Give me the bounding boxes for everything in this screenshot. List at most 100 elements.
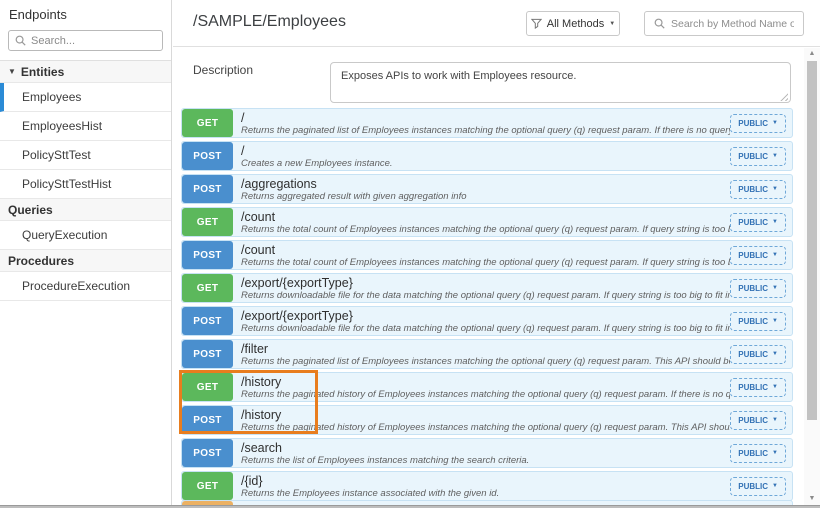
access-level-label: PUBLIC — [738, 250, 769, 260]
endpoint-list: GET / Returns the paginated list of Empl… — [181, 108, 793, 501]
scroll-down-arrow[interactable]: ▼ — [808, 495, 816, 502]
sidebar: Endpoints ▼ Entities Employees Employees… — [0, 0, 172, 505]
endpoint-text: /export/{exportType} Returns downloadabl… — [241, 307, 730, 335]
main-header: /SAMPLE/Employees All Methods ▼ — [173, 0, 820, 47]
endpoint-text: /history Returns the paginated history o… — [241, 406, 730, 434]
endpoint-path: /export/{exportType} — [241, 309, 353, 323]
chevron-down-icon: ▼ — [772, 120, 778, 126]
access-level-dropdown[interactable]: PUBLIC ▼ — [730, 311, 786, 331]
http-method-badge: POST — [182, 307, 233, 335]
endpoint-description: Returns downloadable file for the data m… — [241, 290, 731, 301]
vertical-scrollbar[interactable]: ▲ ▼ — [804, 48, 820, 505]
access-level-dropdown[interactable]: PUBLIC ▼ — [730, 179, 786, 199]
description-textarea[interactable]: Exposes APIs to work with Employees reso… — [330, 62, 791, 103]
sidebar-nav-row[interactable]: Queries — [0, 199, 171, 221]
endpoint-text: /export/{exportType} Returns downloadabl… — [241, 274, 730, 302]
endpoint-description: Returns the Employees instance associate… — [241, 488, 500, 499]
endpoint-description: Returns the paginated history of Employe… — [241, 422, 731, 433]
endpoint-path: /{id} — [241, 474, 263, 488]
access-level-label: PUBLIC — [738, 481, 769, 491]
http-method-badge: GET — [182, 109, 233, 137]
access-level-dropdown[interactable]: PUBLIC ▼ — [730, 146, 786, 166]
method-search-input[interactable] — [671, 17, 794, 30]
sidebar-nav-row[interactable]: Employees — [0, 83, 171, 112]
textarea-resize-handle[interactable] — [780, 93, 788, 101]
endpoint-text: /aggregations Returns aggregated result … — [241, 175, 730, 203]
endpoint-row[interactable]: POST /export/{exportType} Returns downlo… — [181, 306, 793, 336]
endpoint-path: /search — [241, 441, 282, 455]
access-level-label: PUBLIC — [738, 151, 769, 161]
http-method-badge: GET — [182, 472, 233, 500]
access-level-label: PUBLIC — [738, 448, 769, 458]
http-method-badge: GET — [182, 208, 233, 236]
sidebar-nav-label: ProcedureExecution — [22, 279, 131, 293]
access-level-label: PUBLIC — [738, 382, 769, 392]
sidebar-nav-row[interactable]: QueryExecution — [0, 221, 171, 250]
access-level-dropdown[interactable]: PUBLIC ▼ — [730, 212, 786, 232]
endpoint-row[interactable]: GET / Returns the paginated list of Empl… — [181, 108, 793, 138]
sidebar-search[interactable] — [8, 30, 163, 51]
scroll-up-arrow[interactable]: ▲ — [808, 50, 816, 57]
endpoint-row[interactable]: GET /{id} Returns the Employees instance… — [181, 471, 793, 501]
access-level-dropdown[interactable]: PUBLIC ▼ — [730, 476, 786, 496]
all-methods-label: All Methods — [546, 17, 605, 30]
endpoint-path: /aggregations — [241, 177, 317, 191]
endpoint-row[interactable]: GET /count Returns the total count of Em… — [181, 207, 793, 237]
endpoint-row[interactable]: POST /history Returns the paginated hist… — [181, 405, 793, 435]
endpoint-path: /filter — [241, 342, 269, 356]
endpoint-row[interactable]: POST /aggregations Returns aggregated re… — [181, 174, 793, 204]
access-level-label: PUBLIC — [738, 349, 769, 359]
sidebar-nav-label: Queries — [8, 202, 53, 217]
endpoint-row[interactable]: POST /count Returns the total count of E… — [181, 240, 793, 270]
page-title: /SAMPLE/Employees — [193, 13, 346, 30]
sidebar-nav-label: PolicySttTestHist — [22, 177, 112, 191]
endpoint-description: Returns aggregated result with given agg… — [241, 191, 467, 202]
sidebar-nav-row[interactable]: Procedures — [0, 250, 171, 272]
endpoint-text: /history Returns the paginated history o… — [241, 373, 730, 401]
endpoint-text: /search Returns the list of Employees in… — [241, 439, 730, 467]
access-level-dropdown[interactable]: PUBLIC ▼ — [730, 278, 786, 298]
sidebar-nav-row[interactable]: ▼ Entities — [0, 61, 171, 83]
sidebar-nav-label: PolicySttTest — [22, 148, 91, 162]
endpoint-row[interactable]: POST /search Returns the list of Employe… — [181, 438, 793, 468]
access-level-dropdown[interactable]: PUBLIC ▼ — [730, 113, 786, 133]
sidebar-nav-row[interactable]: EmployeesHist — [0, 112, 171, 141]
endpoint-description: Creates a new Employees instance. — [241, 158, 393, 169]
access-level-dropdown[interactable]: PUBLIC ▼ — [730, 245, 786, 265]
endpoint-row[interactable]: POST / Creates a new Employees instance.… — [181, 141, 793, 171]
endpoint-row[interactable]: GET /export/{exportType} Returns downloa… — [181, 273, 793, 303]
access-level-label: PUBLIC — [738, 184, 769, 194]
chevron-down-icon: ▼ — [772, 219, 778, 225]
sidebar-nav-row[interactable]: PolicySttTest — [0, 141, 171, 170]
endpoints-content: Description Exposes APIs to work with Em… — [173, 48, 803, 505]
search-icon — [15, 35, 26, 46]
http-method-badge: POST — [182, 340, 233, 368]
chevron-down-icon: ▼ — [772, 186, 778, 192]
sidebar-nav-row[interactable]: PolicySttTestHist — [0, 170, 171, 199]
endpoint-row[interactable]: POST /filter Returns the paginated list … — [181, 339, 793, 369]
http-method-badge: POST — [182, 175, 233, 203]
method-search[interactable] — [644, 11, 804, 36]
sidebar-nav-label: Employees — [22, 90, 82, 104]
endpoint-row[interactable]: GET /history Returns the paginated histo… — [181, 372, 793, 402]
access-level-label: PUBLIC — [738, 217, 769, 227]
all-methods-dropdown[interactable]: All Methods ▼ — [526, 11, 620, 36]
endpoint-text: / Returns the paginated list of Employee… — [241, 109, 730, 137]
chevron-down-icon: ▼ — [772, 483, 778, 489]
access-level-dropdown[interactable]: PUBLIC ▼ — [730, 443, 786, 463]
search-icon — [654, 18, 665, 29]
sidebar-nav-row[interactable]: ProcedureExecution — [0, 272, 171, 301]
endpoint-description: Returns the paginated list of Employees … — [241, 125, 731, 136]
access-level-dropdown[interactable]: PUBLIC ▼ — [730, 377, 786, 397]
access-level-dropdown[interactable]: PUBLIC ▼ — [730, 410, 786, 430]
endpoint-row-partial[interactable] — [181, 500, 793, 505]
endpoint-description: Returns the total count of Employees ins… — [241, 257, 731, 268]
chevron-down-icon: ▼ — [772, 252, 778, 258]
sidebar-search-input[interactable] — [31, 34, 156, 47]
access-level-dropdown[interactable]: PUBLIC ▼ — [730, 344, 786, 364]
scrollbar-thumb[interactable] — [807, 61, 817, 420]
main-panel: /SAMPLE/Employees All Methods ▼ Descript… — [173, 0, 820, 505]
http-method-badge — [182, 501, 233, 505]
chevron-down-icon: ▼ — [772, 153, 778, 159]
endpoint-description: Returns the list of Employees instances … — [241, 455, 530, 466]
